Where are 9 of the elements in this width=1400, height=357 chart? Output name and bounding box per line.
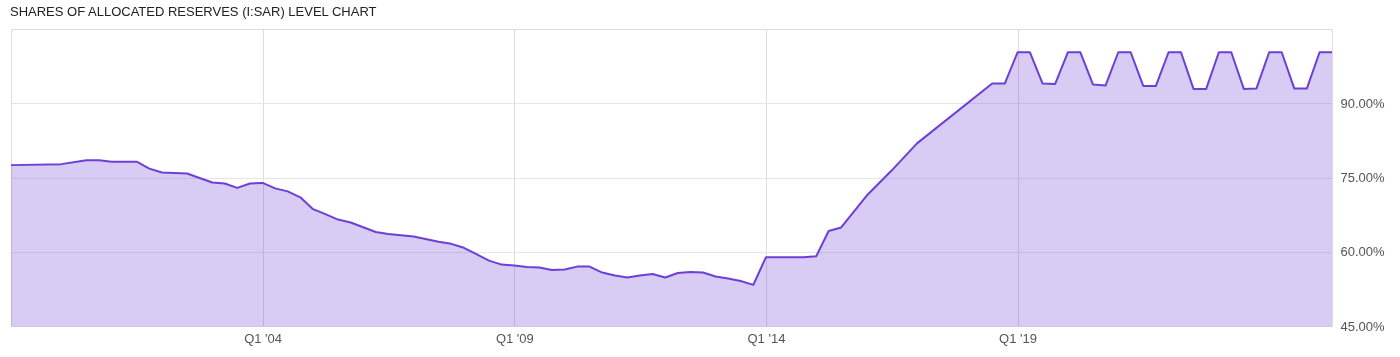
- y-tick-label: 75.00%: [1340, 170, 1386, 185]
- y-tick-label: 90.00%: [1340, 95, 1386, 111]
- x-tick-label: Q1 '14: [747, 330, 786, 346]
- chart-title: SHARES OF ALLOCATED RESERVES (I:SAR) LEVEL CHART: [10, 4, 377, 19]
- y-tick-label: 60.00%: [1340, 244, 1386, 260]
- x-tick-label: Q1 '04: [244, 330, 283, 346]
- x-tick-label: Q1 '09: [495, 330, 534, 346]
- y-tick-label: 45.00%: [1340, 318, 1386, 334]
- x-tick-label: Q1 '19: [999, 330, 1038, 346]
